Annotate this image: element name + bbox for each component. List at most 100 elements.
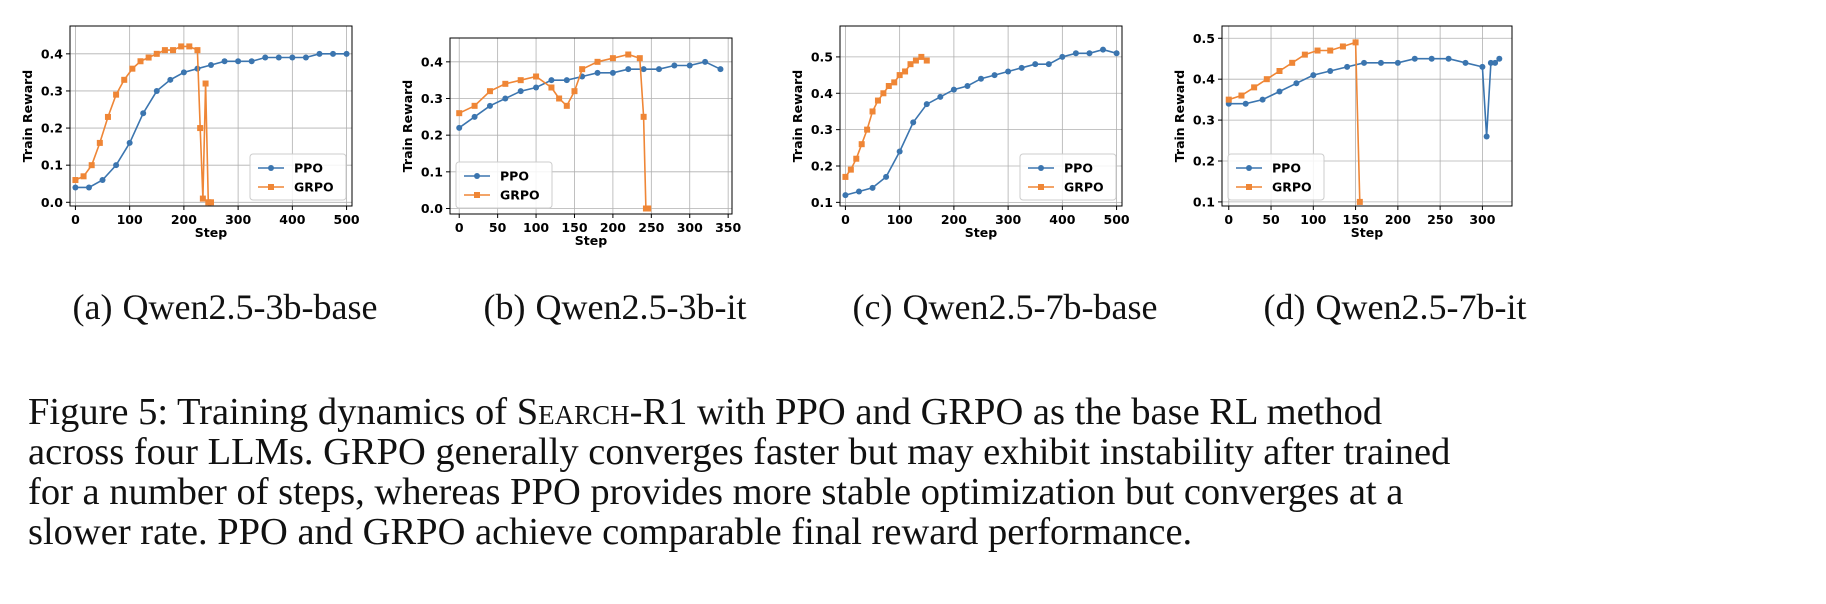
data-point-grpo bbox=[178, 43, 185, 50]
data-point-grpo bbox=[891, 79, 898, 86]
data-point-ppo bbox=[1113, 50, 1120, 57]
data-point-ppo bbox=[1445, 55, 1452, 62]
x-axis-label: Step bbox=[195, 225, 227, 240]
data-point-grpo bbox=[72, 177, 79, 184]
y-tick-label: 0.1 bbox=[421, 164, 443, 179]
legend-marker-ppo bbox=[474, 173, 480, 179]
x-tick-label: 250 bbox=[638, 220, 664, 235]
data-point-grpo bbox=[579, 66, 586, 73]
data-point-ppo bbox=[1327, 68, 1334, 74]
y-tick-label: 0.1 bbox=[811, 195, 833, 210]
data-point-grpo bbox=[907, 61, 914, 68]
data-point-grpo bbox=[533, 73, 540, 80]
data-point-ppo bbox=[978, 75, 984, 82]
data-point-grpo bbox=[858, 141, 865, 148]
legend-marker-ppo bbox=[268, 165, 274, 171]
data-point-grpo bbox=[170, 47, 177, 54]
y-axis-label: Train Reward bbox=[1172, 70, 1187, 163]
subplot-a: 0 100 200 300 400 500 0.0 0.1 0.2 0.3 0.4 Step Train… bbox=[0, 18, 450, 378]
chart-c-svg: 0 100 200 300 400 500 0.1 0.2 0.3 0.4 0.5 Step Train… bbox=[790, 25, 1130, 240]
data-point-grpo bbox=[923, 57, 930, 64]
legend-label-grpo: GRPO bbox=[1064, 180, 1104, 195]
data-point-grpo bbox=[636, 55, 643, 62]
y-tick-label: 0.0 bbox=[41, 195, 63, 210]
y-axis-label: Train Reward bbox=[400, 80, 415, 173]
x-tick-label: 250 bbox=[1427, 212, 1453, 227]
data-point-ppo bbox=[1483, 133, 1490, 140]
y-tick-label: 0.4 bbox=[811, 86, 833, 101]
data-point-ppo bbox=[1411, 55, 1418, 62]
data-point-grpo bbox=[912, 57, 919, 64]
subplot-caption-b: (b) Qwen2.5-3b-it bbox=[390, 286, 840, 328]
data-point-ppo bbox=[180, 69, 187, 76]
data-point-ppo bbox=[72, 184, 79, 191]
data-point-grpo bbox=[594, 58, 601, 65]
x-tick-label: 0 bbox=[455, 220, 464, 235]
caption-line-4: slower rate. PPO and GRPO achieve compar… bbox=[28, 511, 1193, 553]
data-point-ppo bbox=[456, 124, 463, 131]
data-point-grpo bbox=[874, 97, 881, 104]
subplot-tag: (c) bbox=[852, 287, 893, 327]
data-point-ppo bbox=[923, 101, 930, 108]
x-tick-label: 50 bbox=[1262, 212, 1280, 227]
data-point-grpo bbox=[486, 88, 493, 95]
data-point-grpo bbox=[129, 65, 136, 72]
plot-frame bbox=[1221, 25, 1513, 207]
data-point-grpo bbox=[202, 80, 209, 87]
data-point-grpo bbox=[194, 47, 201, 54]
y-tick-label: 0.4 bbox=[421, 54, 443, 69]
data-point-grpo bbox=[1314, 47, 1321, 54]
chart-a-svg: 0 100 200 300 400 500 0.0 0.1 0.2 0.3 0.4 Step Train… bbox=[20, 25, 360, 240]
data-point-grpo bbox=[161, 47, 168, 54]
data-point-ppo bbox=[1496, 55, 1503, 62]
data-point-ppo bbox=[1242, 100, 1249, 107]
data-point-ppo bbox=[717, 66, 724, 73]
data-point-grpo bbox=[104, 113, 111, 120]
figure-caption: Figure 5: Training dynamics of Search-R1… bbox=[28, 392, 1788, 552]
legend-marker-grpo bbox=[474, 192, 480, 198]
y-tick-label: 0.2 bbox=[41, 121, 63, 136]
grid bbox=[840, 26, 1122, 206]
subplot-c: 0 100 200 300 400 500 0.1 0.2 0.3 0.4 0.5 Step Train… bbox=[780, 18, 1230, 378]
data-point-ppo bbox=[640, 66, 647, 73]
data-point-ppo bbox=[343, 50, 350, 57]
data-point-grpo bbox=[896, 72, 903, 79]
data-point-ppo bbox=[594, 69, 601, 76]
subplot-caption-d: (d) Qwen2.5-7b-it bbox=[1170, 286, 1620, 328]
y-tick-label: 0.4 bbox=[1193, 72, 1215, 87]
caption-line-2: across four LLMs. GRPO generally converg… bbox=[28, 431, 1451, 473]
data-point-grpo bbox=[456, 110, 463, 117]
x-tick-label: 300 bbox=[677, 220, 703, 235]
data-point-ppo bbox=[235, 58, 242, 65]
data-point-ppo bbox=[1059, 53, 1066, 60]
legend-label-grpo: GRPO bbox=[500, 188, 540, 203]
legend: PPO GRPO bbox=[249, 153, 347, 201]
plot-frame bbox=[839, 25, 1123, 207]
data-point-ppo bbox=[548, 77, 555, 84]
data-point-ppo bbox=[533, 84, 540, 91]
x-axis-label: Step bbox=[575, 233, 607, 248]
y-tick-label: 0.3 bbox=[421, 91, 443, 106]
x-tick-label: 0 bbox=[1224, 212, 1233, 227]
data-point-grpo bbox=[609, 55, 616, 62]
subplot-title: Qwen2.5-3b-it bbox=[535, 287, 747, 327]
caption-text: Figure 5: Training dynamics of bbox=[28, 391, 517, 433]
data-point-ppo bbox=[1032, 61, 1039, 68]
y-tick-label: 0.5 bbox=[1193, 31, 1215, 46]
subplot-title: Qwen2.5-7b-it bbox=[1315, 287, 1527, 327]
grid bbox=[450, 38, 732, 214]
data-point-grpo bbox=[471, 102, 478, 109]
x-tick-label: 350 bbox=[715, 220, 741, 235]
subplot-d: 0 50 100 150 200 250 300 0.1 0.2 0.3 0.4 0.5 Step Tra… bbox=[1170, 18, 1620, 378]
legend-label-ppo: PPO bbox=[1064, 161, 1093, 176]
data-point-grpo bbox=[1238, 92, 1245, 99]
data-point-ppo bbox=[1492, 59, 1499, 66]
caption-line-3: for a number of steps, whereas PPO provi… bbox=[28, 471, 1404, 513]
data-point-grpo bbox=[88, 162, 95, 169]
data-point-grpo bbox=[571, 88, 578, 95]
legend-marker-grpo bbox=[268, 184, 274, 190]
data-point-grpo bbox=[1289, 59, 1296, 66]
y-tick-label: 0.3 bbox=[811, 122, 833, 137]
data-point-ppo bbox=[517, 88, 524, 95]
data-point-grpo bbox=[880, 90, 887, 97]
